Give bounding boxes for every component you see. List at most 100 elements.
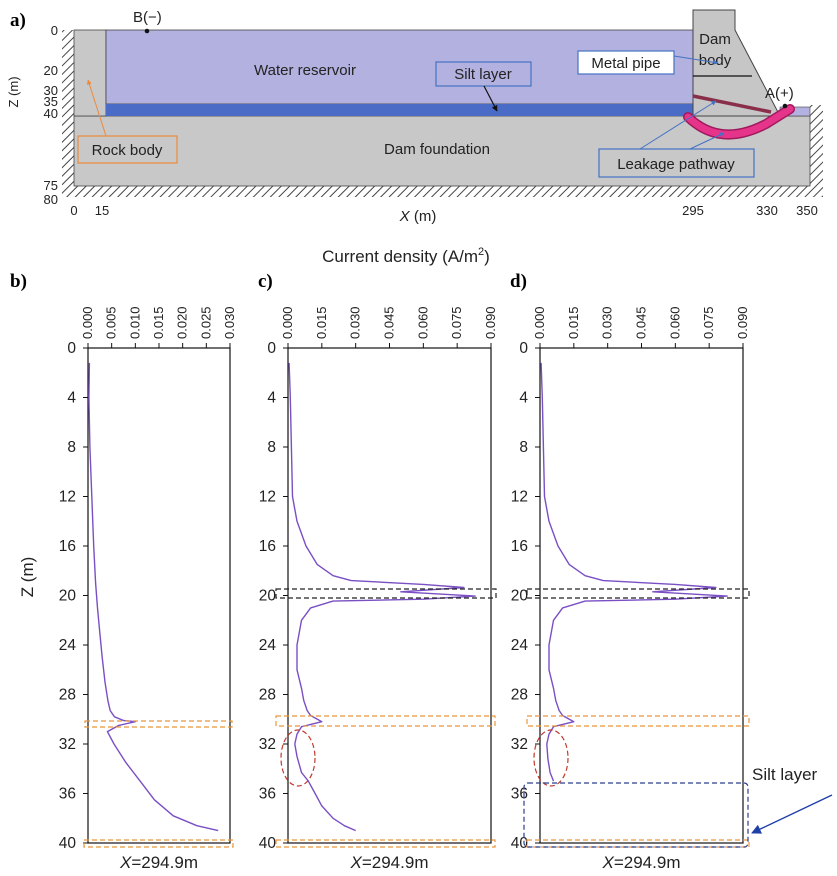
panel-b-ytick-label: 40 xyxy=(59,835,77,852)
panel-c-series-line xyxy=(288,362,476,832)
panel-c-xtick-label: 0.000 xyxy=(280,306,295,339)
panel-b-ytick-label: 24 xyxy=(59,637,77,654)
panel-c-caption-var: X xyxy=(350,853,363,872)
panel-b-ytick-label: 16 xyxy=(59,538,76,555)
panel-d-label: d) xyxy=(510,271,527,292)
panel-c-ytick-label: 24 xyxy=(259,637,277,654)
z-tick-80: 80 xyxy=(44,192,58,207)
x-tick-330: 330 xyxy=(756,203,778,218)
dam-body-label-1: Dam xyxy=(699,31,731,48)
leakage-label-box xyxy=(598,148,755,178)
panel-c-interface-box-30 xyxy=(275,715,496,727)
panel-d-interface-box-20 xyxy=(526,588,750,599)
panel-b-ytick-label: 20 xyxy=(59,588,77,605)
electrode-b-label: B(−) xyxy=(133,9,162,26)
panel-a-x-ticks: 0 15 295 330 350 xyxy=(70,203,817,218)
silt-label-box xyxy=(435,61,532,87)
left-boundary-hatch xyxy=(62,30,74,196)
electrode-a xyxy=(782,103,788,109)
panel-d-ytick-label: 36 xyxy=(511,786,528,803)
panel-b-caption: X=294.9m xyxy=(119,853,198,872)
panel-d-caption-rest: =294.9m xyxy=(614,853,681,872)
panel-c-ytick-label: 0 xyxy=(267,340,276,357)
water-reservoir-label: Water reservoir xyxy=(254,62,356,79)
panel-b-ytick-label: 36 xyxy=(59,786,76,803)
silt-layer-label: Silt layer xyxy=(454,66,512,83)
leakage-arrow-2 xyxy=(689,132,725,150)
panel-b-frame xyxy=(87,347,231,844)
metal-pipe-label: Metal pipe xyxy=(591,55,660,72)
panel-d-ytick-label: 12 xyxy=(511,489,528,506)
leakage-arrow-1 xyxy=(639,100,717,150)
panel-c-ytick-label: 36 xyxy=(259,786,276,803)
panel-b-xtick-label: 0.005 xyxy=(104,306,119,339)
panel-c-ytick-label: 4 xyxy=(267,390,276,407)
panel-d-interface-box-30 xyxy=(526,715,750,727)
panel-c-interface-box-40 xyxy=(275,839,496,848)
panel-a-z-axis-title: Z (m) xyxy=(6,76,21,107)
panel-a-x-axis-var: X xyxy=(399,208,411,225)
electrode-a-label: A(+) xyxy=(765,85,794,102)
rock-body xyxy=(73,29,107,117)
panel-c-ytick-label: 40 xyxy=(259,835,277,852)
current-density-title: Current density (A/m2) xyxy=(322,246,490,266)
x-tick-295: 295 xyxy=(682,203,704,218)
panel-d-ytick-label: 8 xyxy=(519,439,528,456)
current-density-close: ) xyxy=(484,247,490,266)
panel-d-ytick-label: 32 xyxy=(511,736,528,753)
panel-b-caption-var: X xyxy=(119,853,132,872)
panel-c-ytick-label: 12 xyxy=(259,489,276,506)
z-tick-35: 35 xyxy=(44,94,58,109)
panel-d-interface-box-40 xyxy=(526,839,750,848)
panel-a: a) B(−) A(+) Water reservoir Dam body Da… xyxy=(6,9,823,225)
leakage-pathway xyxy=(684,105,794,138)
panel-d-anomaly-ellipse xyxy=(533,729,569,787)
panel-a-z-ticks: 0 20 30 35 40 75 80 xyxy=(44,23,58,207)
panel-c-caption-rest: =294.9m xyxy=(362,853,429,872)
panel-d-xtick-label: 0.090 xyxy=(735,306,750,339)
leakage-pathway-label: Leakage pathway xyxy=(617,156,735,173)
annotations: Silt layer xyxy=(83,588,833,848)
panel-a-label: a) xyxy=(10,10,26,31)
panel-d-ytick-label: 40 xyxy=(511,835,529,852)
panel-d: d) 0.000 0.015 0.030 0.045 0.060 0.075 0.090 0 4 8… xyxy=(510,271,750,872)
panel-c-ytick-label: 28 xyxy=(259,687,276,704)
panel-b-interface-box-40 xyxy=(83,839,234,848)
bottom-boundary-hatch xyxy=(62,186,823,197)
panel-b-ytick-label: 12 xyxy=(59,489,76,506)
panel-b-xtick-label: 0.000 xyxy=(80,306,95,339)
z-tick-0: 0 xyxy=(51,23,58,38)
right-boundary-hatch xyxy=(810,105,823,196)
panel-b-interface-box-30 xyxy=(84,720,233,728)
panel-b: b) 0.000 0.005 0.010 0.015 0.020 0.025 0.030 0 4 8… xyxy=(10,271,237,872)
panel-d-ytick-label: 24 xyxy=(511,637,529,654)
panel-d-caption: X=294.9m xyxy=(602,853,681,872)
rock-body-label: Rock body xyxy=(92,142,163,159)
silt-layer-zone-box xyxy=(523,782,749,848)
panel-b-series-line xyxy=(88,362,219,832)
panel-d-xtick-label: 0.030 xyxy=(600,306,615,339)
panel-b-xtick-label: 0.020 xyxy=(175,306,190,339)
panel-d-ytick-label: 4 xyxy=(519,390,528,407)
dam-body xyxy=(692,9,781,117)
panel-b-ytick-label: 8 xyxy=(67,439,76,456)
panel-c-xtick-label: 0.075 xyxy=(449,306,464,339)
panel-c-ytick-label: 32 xyxy=(259,736,276,753)
panel-b-ytick-label: 32 xyxy=(59,736,76,753)
metal-pipe xyxy=(692,94,772,114)
metal-pipe-arrow xyxy=(673,55,719,65)
panel-b-xtick-label: 0.030 xyxy=(222,306,237,339)
panel-c-anomaly-ellipse xyxy=(280,729,316,787)
panel-c-interface-box-20 xyxy=(275,588,497,599)
panel-c-ytick-label: 20 xyxy=(259,588,277,605)
panel-b-ytick-label: 0 xyxy=(67,340,76,357)
panel-c-label: c) xyxy=(258,271,273,292)
panel-b-xtick-label: 0.010 xyxy=(127,306,142,339)
panel-c-xtick-label: 0.015 xyxy=(314,306,329,339)
z-tick-30: 30 xyxy=(44,83,58,98)
dam-foundation-label: Dam foundation xyxy=(384,141,490,158)
electrode-b xyxy=(144,28,150,34)
panel-c-caption: X=294.9m xyxy=(350,853,429,872)
panel-a-x-axis-unit: (m) xyxy=(410,208,437,225)
